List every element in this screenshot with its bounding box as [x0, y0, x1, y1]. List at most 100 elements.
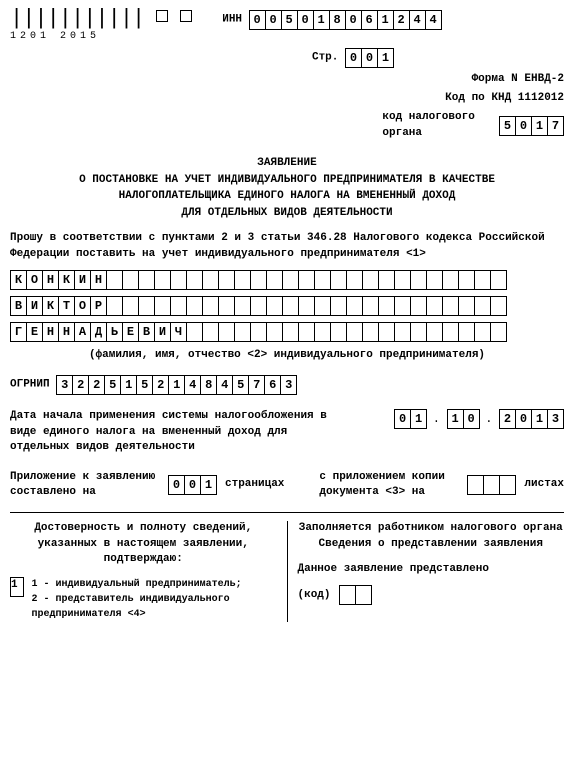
cell	[186, 270, 203, 290]
title-l1: ЗАЯВЛЕНИЕ	[10, 155, 564, 172]
cell	[426, 296, 443, 316]
cell	[426, 322, 443, 342]
inn-label: ИНН	[222, 13, 242, 25]
cell: К	[42, 296, 59, 316]
cell	[410, 296, 427, 316]
cell: 6	[264, 375, 281, 395]
barcode-number: 1201 2015	[10, 30, 144, 44]
cell: 2	[88, 375, 105, 395]
cell: 7	[248, 375, 265, 395]
cell	[410, 322, 427, 342]
cell: 2	[72, 375, 89, 395]
cell: 7	[547, 116, 564, 136]
tax-code-label: код налогового органа	[382, 110, 492, 141]
cell	[314, 296, 331, 316]
cell: 3	[56, 375, 73, 395]
cell	[298, 270, 315, 290]
cell: И	[154, 322, 171, 342]
cell	[202, 270, 219, 290]
cell	[218, 270, 235, 290]
cell	[298, 296, 315, 316]
cell	[362, 296, 379, 316]
cell: 4	[409, 10, 426, 30]
cell	[362, 322, 379, 342]
cell	[346, 322, 363, 342]
cell	[394, 296, 411, 316]
cell	[106, 270, 123, 290]
barcode: ||||||||||| 1201 2015	[10, 10, 144, 44]
right-h1: Заполняется работником налогового органа	[298, 521, 565, 536]
cell: 8	[200, 375, 217, 395]
cell: 0	[345, 10, 362, 30]
cell: 0	[361, 48, 378, 68]
cell: 2	[499, 409, 516, 429]
applicant-type-box: 1	[10, 577, 24, 597]
cell	[410, 270, 427, 290]
cell	[234, 270, 251, 290]
cell: 0	[515, 116, 532, 136]
page-boxes: 001	[345, 48, 394, 68]
cell: 0	[184, 475, 201, 495]
cell: 1	[168, 375, 185, 395]
right-text: Данное заявление представлено	[298, 562, 565, 577]
cell	[154, 296, 171, 316]
cell: 3	[280, 375, 297, 395]
attach-r2: листах	[524, 477, 564, 492]
cell	[282, 296, 299, 316]
attach-pages-boxes: 001	[168, 475, 217, 495]
page-label: Стр.	[312, 51, 338, 63]
cell: 0	[515, 409, 532, 429]
cell	[218, 322, 235, 342]
cell	[106, 296, 123, 316]
cell: 4	[184, 375, 201, 395]
cell	[298, 322, 315, 342]
cell	[490, 322, 507, 342]
opt2: 2 - представитель индивидуального предпр…	[32, 592, 277, 622]
attach-r1: с приложением копии документа <3> на	[319, 470, 459, 501]
knd-line: Код по КНД 1112012	[10, 91, 564, 106]
cell	[474, 322, 491, 342]
attach-copy-boxes	[467, 475, 516, 495]
cell: Е	[26, 322, 43, 342]
cell	[467, 475, 484, 495]
cell	[138, 296, 155, 316]
cell	[282, 322, 299, 342]
cell: Ь	[106, 322, 123, 342]
cell: 1	[531, 116, 548, 136]
start-date-text: Дата начала применения системы налогообл…	[10, 409, 350, 455]
cell	[122, 296, 139, 316]
cell: К	[58, 270, 75, 290]
title-l3: НАЛОГОПЛАТЕЛЬЩИКА ЕДИНОГО НАЛОГА НА ВМЕН…	[10, 188, 564, 205]
opt1: 1 - индивидуальный предприниматель;	[32, 577, 277, 592]
cell: Ч	[170, 322, 187, 342]
cell: 5	[281, 10, 298, 30]
cell	[250, 322, 267, 342]
cell	[442, 322, 459, 342]
cell: 4	[216, 375, 233, 395]
cell	[330, 270, 347, 290]
cell: В	[138, 322, 155, 342]
cell: Н	[90, 270, 107, 290]
cell: Н	[42, 322, 59, 342]
cell	[346, 296, 363, 316]
cell: 8	[329, 10, 346, 30]
cell: 0	[249, 10, 266, 30]
cell: 0	[345, 48, 362, 68]
cell	[314, 322, 331, 342]
cell	[282, 270, 299, 290]
cell: 2	[393, 10, 410, 30]
cell	[314, 270, 331, 290]
surname-boxes: КОНКИН	[10, 270, 507, 290]
right-h2: Сведения о представлении заявления	[298, 537, 565, 552]
cell: 2	[152, 375, 169, 395]
ogrnip-label: ОГРНИП	[10, 379, 50, 391]
cell: 4	[425, 10, 442, 30]
title-l4: ДЛЯ ОТДЕЛЬНЫХ ВИДОВ ДЕЯТЕЛЬНОСТИ	[10, 205, 564, 222]
cell	[426, 270, 443, 290]
tax-code-boxes: 5017	[499, 116, 564, 136]
cell: 5	[104, 375, 121, 395]
cell: 5	[232, 375, 249, 395]
cell	[378, 322, 395, 342]
cell: 1	[120, 375, 137, 395]
cell: 1	[377, 48, 394, 68]
